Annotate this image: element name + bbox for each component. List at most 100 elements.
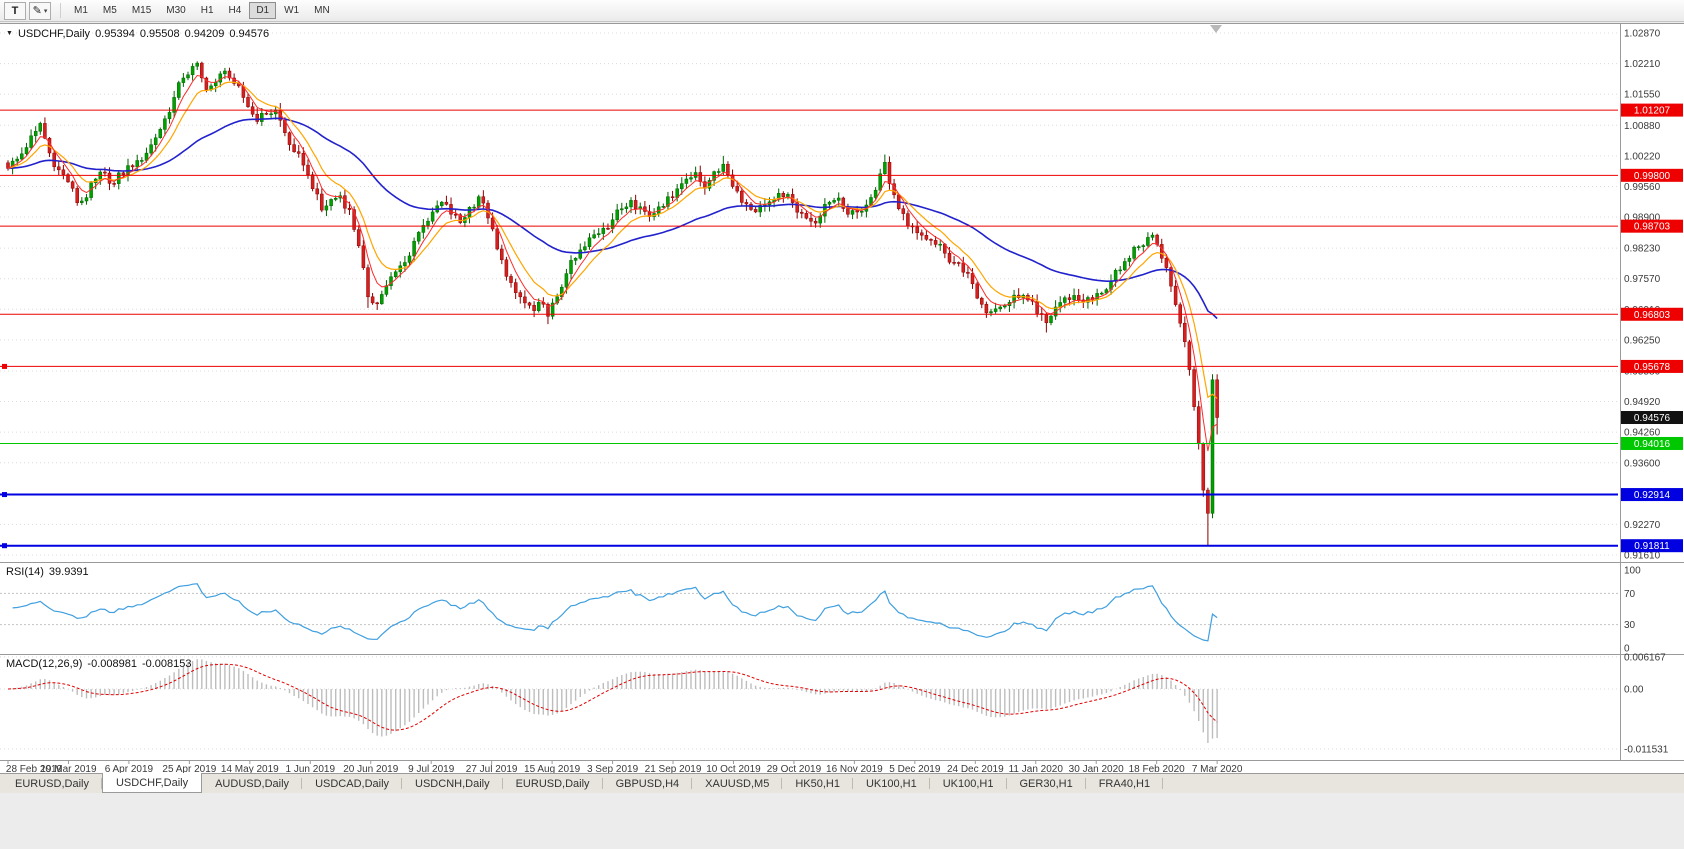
timeframe-button-m15[interactable]: M15 xyxy=(131,5,152,16)
pencil-icon: ✎ xyxy=(32,5,42,17)
hline-price-label xyxy=(1621,103,1683,117)
hline-price-label xyxy=(1621,436,1683,450)
price-grid xyxy=(0,32,1618,556)
chart-tabs-bar: EURUSD,Daily USDCHF,Daily AUDUSD,Daily USDC… xyxy=(0,773,1684,793)
svg-text:0.00: 0.00 xyxy=(1624,685,1644,696)
hline-price-label xyxy=(1621,539,1683,553)
chart-tab-uk100-h1[interactable]: UK100,H1 xyxy=(853,774,930,793)
svg-text:0.91610: 0.91610 xyxy=(1624,551,1661,562)
chart-symbol-label: USDCHF,Daily xyxy=(17,28,91,40)
svg-text:6 Apr 2019: 6 Apr 2019 xyxy=(105,764,154,774)
svg-text:1 Jun 2019: 1 Jun 2019 xyxy=(286,764,336,774)
svg-text:0.93600: 0.93600 xyxy=(1624,458,1661,469)
draw-tool-button[interactable]: ✎ ▾ xyxy=(29,1,51,20)
text-tool-button[interactable]: T xyxy=(4,1,26,20)
chart-tab-gbpusd-h4[interactable]: GBPUSD,H4 xyxy=(603,774,693,793)
svg-text:30 Jan 2020: 30 Jan 2020 xyxy=(1069,764,1124,774)
chart-tab-usdchf-daily[interactable]: USDCHF,Daily xyxy=(101,773,203,793)
svg-text:70: 70 xyxy=(1624,589,1636,600)
ohlc-open: 0.95394 xyxy=(95,28,135,40)
chart-tab-xauusd-m5[interactable]: XAUUSD,M5 xyxy=(692,774,783,793)
svg-text:9 Jul 2019: 9 Jul 2019 xyxy=(408,764,455,774)
svg-text:14 May 2019: 14 May 2019 xyxy=(221,764,279,774)
timeframe-button-h4[interactable]: H4 xyxy=(228,5,242,16)
chart-tab-audusd-daily[interactable]: AUDUSD,Daily xyxy=(202,774,303,793)
hline-price-label xyxy=(1621,219,1683,233)
hline-price-label xyxy=(1621,307,1683,321)
chevron-down-icon: ▾ xyxy=(43,7,48,15)
timeframe-button-m1[interactable]: M1 xyxy=(74,5,88,16)
svg-text:0.96803: 0.96803 xyxy=(1634,310,1671,321)
svg-text:27 Jul 2019: 27 Jul 2019 xyxy=(466,764,518,774)
chart-canvas[interactable]: 1.02870 1.02210 1.01550 1.00880 1.00220 0.995… xyxy=(0,24,1684,774)
ohlc-low: 0.94209 xyxy=(184,28,225,40)
svg-text:0.97570: 0.97570 xyxy=(1624,274,1661,285)
chart-shift-marker[interactable] xyxy=(1210,25,1222,33)
svg-text:11 Jan 2020: 11 Jan 2020 xyxy=(1009,764,1064,774)
horizontal-lines-group[interactable]: 1.01207 0.99800 0.98703 0.96803 0.95678 0.940… xyxy=(0,103,1683,553)
chart-window: 1.02870 1.02210 1.01550 1.00880 1.00220 0.995… xyxy=(0,23,1684,774)
rsi-value: 39.9391 xyxy=(48,566,89,578)
timeframe-button-d1[interactable]: D1 xyxy=(249,2,277,19)
timeframe-button-w1[interactable]: W1 xyxy=(284,5,300,16)
svg-text:0.98230: 0.98230 xyxy=(1624,244,1661,255)
svg-text:1.00880: 1.00880 xyxy=(1624,121,1661,132)
rsi-line xyxy=(12,583,1218,642)
macd-pane: 0.006167 0.00 -0.011531 xyxy=(0,652,1684,755)
chart-tab-usdcad-daily[interactable]: USDCAD,Daily xyxy=(302,774,403,793)
collapse-caret-icon[interactable]: ▼ xyxy=(6,30,13,37)
svg-text:1.02210: 1.02210 xyxy=(1624,59,1661,70)
svg-text:0.98703: 0.98703 xyxy=(1634,222,1671,233)
timeframe-button-mn[interactable]: MN xyxy=(314,5,330,16)
svg-text:0: 0 xyxy=(1624,644,1630,655)
svg-text:16 Nov 2019: 16 Nov 2019 xyxy=(826,764,883,774)
timeframe-button-m30[interactable]: M30 xyxy=(166,5,186,16)
ma-mid-line xyxy=(7,81,1218,399)
macd-main-value: -0.008981 xyxy=(87,658,137,670)
svg-text:28 Feb 2019: 28 Feb 2019 xyxy=(6,764,63,774)
svg-text:0.94260: 0.94260 xyxy=(1624,428,1661,439)
svg-text:1.00220: 1.00220 xyxy=(1624,151,1661,162)
svg-text:100: 100 xyxy=(1624,566,1641,577)
chart-tab-eurusd-daily[interactable]: EURUSD,Daily xyxy=(2,774,102,793)
svg-text:3 Sep 2019: 3 Sep 2019 xyxy=(587,764,639,774)
chart-tab-eurusd-daily[interactable]: EURUSD,Daily xyxy=(503,774,603,793)
timeframe-button-h1[interactable]: H1 xyxy=(200,5,214,16)
top-toolbar: T ✎ ▾ M1 M5 M15 M30 H1 H4 D1 W1 MN xyxy=(0,0,1684,22)
chart-tab-ger30-h1[interactable]: GER30,H1 xyxy=(1007,774,1086,793)
svg-text:0.006167: 0.006167 xyxy=(1624,652,1666,663)
svg-text:5 Dec 2019: 5 Dec 2019 xyxy=(889,764,941,774)
ohlc-high: 0.95508 xyxy=(139,28,180,40)
svg-text:19 Mar 2019: 19 Mar 2019 xyxy=(40,764,97,774)
chart-tab-usdcnh-daily[interactable]: USDCNH,Daily xyxy=(402,774,503,793)
hline-price-label xyxy=(1621,359,1683,373)
svg-text:0.99560: 0.99560 xyxy=(1624,182,1661,193)
svg-text:29 Oct 2019: 29 Oct 2019 xyxy=(767,764,822,774)
hline-handle xyxy=(2,492,7,498)
svg-text:0.94920: 0.94920 xyxy=(1624,397,1661,408)
hline-handle xyxy=(2,543,7,549)
svg-text:0.99800: 0.99800 xyxy=(1634,171,1671,182)
ma-slow-line xyxy=(7,117,1218,320)
chart-tab-uk100-h1[interactable]: UK100,H1 xyxy=(930,774,1007,793)
svg-text:0.92270: 0.92270 xyxy=(1624,520,1661,531)
svg-text:0.91811: 0.91811 xyxy=(1634,541,1670,552)
hline-price-label xyxy=(1621,488,1683,502)
hline-price-label xyxy=(1621,168,1683,182)
macd-signal-line xyxy=(7,663,1218,731)
ohlc-close: 0.94576 xyxy=(229,28,270,40)
svg-text:10 Oct 2019: 10 Oct 2019 xyxy=(706,764,761,774)
svg-text:0.98900: 0.98900 xyxy=(1624,213,1661,224)
svg-text:30: 30 xyxy=(1624,620,1636,631)
rsi-pane: 100 70 30 0 xyxy=(0,562,1684,655)
chart-tab-hk50-h1[interactable]: HK50,H1 xyxy=(782,774,853,793)
svg-text:24 Dec 2019: 24 Dec 2019 xyxy=(947,764,1004,774)
timeframe-button-m5[interactable]: M5 xyxy=(102,5,117,16)
chart-tab-fra40-h1[interactable]: FRA40,H1 xyxy=(1086,774,1164,793)
svg-text:15 Aug 2019: 15 Aug 2019 xyxy=(524,764,581,774)
svg-text:0.94576: 0.94576 xyxy=(1634,413,1671,424)
timeframe-button-group: M1 M5 M15 M30 H1 H4 D1 W1 MN xyxy=(67,2,338,19)
rsi-name: RSI(14) xyxy=(6,566,44,578)
svg-text:18 Feb 2020: 18 Feb 2020 xyxy=(1129,764,1186,774)
